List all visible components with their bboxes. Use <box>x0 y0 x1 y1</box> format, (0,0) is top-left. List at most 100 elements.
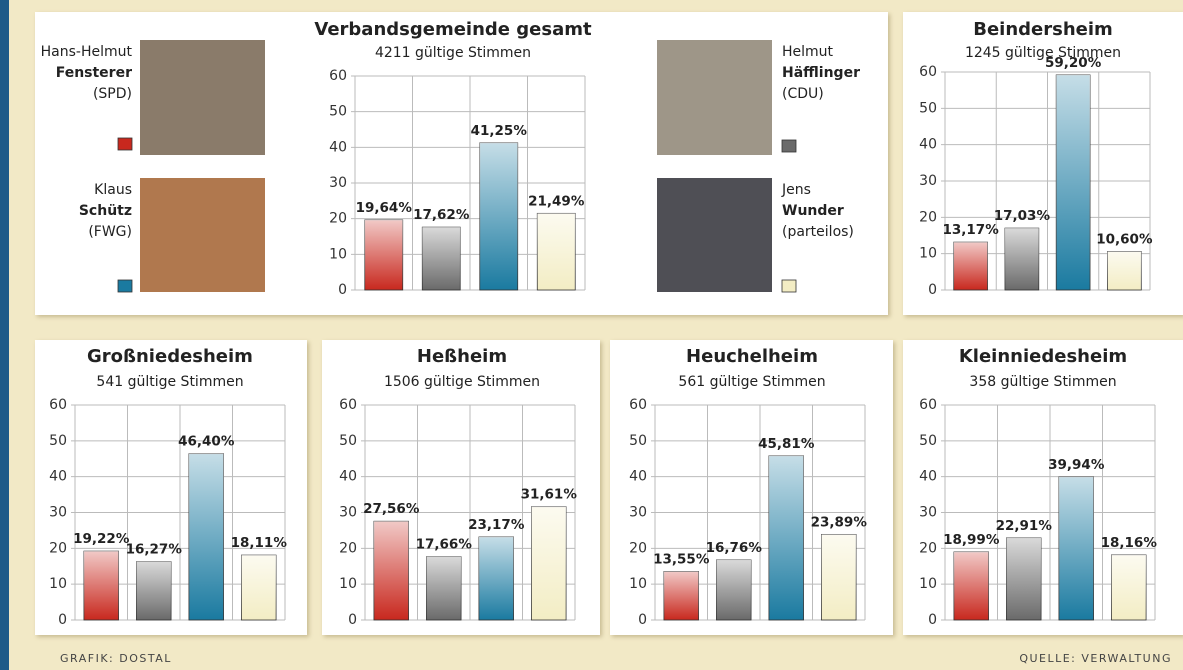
bar-shine <box>365 220 403 290</box>
value-label: 21,49% <box>528 193 585 209</box>
bar-shine <box>664 571 699 620</box>
chart-title: Verbandsgemeinde gesamt <box>314 19 592 40</box>
y-tick-label: 0 <box>638 612 647 628</box>
value-label: 59,20% <box>1045 55 1102 71</box>
value-label: 19,64% <box>356 200 413 216</box>
infographic: GRAFIK: DOSTAL QUELLE: VERWALTUNG Verban… <box>0 0 1183 670</box>
y-tick-label: 0 <box>928 282 937 298</box>
y-tick-label: 50 <box>919 433 937 449</box>
bar-shine <box>480 143 518 290</box>
chart-subtitle: 541 gültige Stimmen <box>96 374 243 390</box>
chart-subtitle: 4211 gültige Stimmen <box>375 45 531 61</box>
photo <box>140 40 265 155</box>
bar-shine <box>1006 538 1041 620</box>
y-tick-label: 10 <box>329 246 347 262</box>
chart-subtitle: 561 gültige Stimmen <box>678 374 825 390</box>
candidate-party: (CDU) <box>782 86 824 102</box>
y-tick-label: 60 <box>919 397 937 413</box>
chart-title: Heßheim <box>417 346 507 367</box>
y-tick-label: 30 <box>919 505 937 521</box>
value-label: 16,76% <box>706 540 763 556</box>
bar-shine <box>1059 477 1094 620</box>
bar-shine <box>821 534 856 620</box>
y-tick-label: 30 <box>339 505 357 521</box>
photo <box>657 40 772 155</box>
legend-swatch <box>782 280 796 292</box>
bar-shine <box>189 454 224 620</box>
value-label: 18,11% <box>231 535 288 551</box>
candidate-last-name: Häfflinger <box>782 65 860 81</box>
chart-title: Beindersheim <box>973 19 1113 40</box>
y-tick-label: 0 <box>338 282 347 298</box>
y-tick-label: 40 <box>919 137 937 153</box>
value-label: 17,66% <box>416 537 473 553</box>
y-tick-label: 30 <box>329 175 347 191</box>
chart-subtitle: 358 gültige Stimmen <box>969 374 1116 390</box>
y-tick-label: 50 <box>329 104 347 120</box>
y-tick-label: 50 <box>49 433 67 449</box>
y-tick-label: 50 <box>339 433 357 449</box>
y-tick-label: 20 <box>629 540 647 556</box>
side-stripe <box>0 0 9 670</box>
value-label: 16,27% <box>126 542 183 558</box>
y-tick-label: 10 <box>49 576 67 592</box>
value-label: 41,25% <box>471 123 528 139</box>
bar-shine <box>716 560 751 620</box>
candidate-first-name: Hans-Helmut <box>41 44 133 60</box>
bar-shine <box>954 552 989 620</box>
legend-swatch <box>118 138 132 150</box>
chart-title: Heuchelheim <box>686 346 818 367</box>
bar-shine <box>769 456 804 620</box>
bar-shine <box>479 537 514 620</box>
value-label: 46,40% <box>178 434 235 450</box>
value-label: 19,22% <box>73 531 130 547</box>
y-tick-label: 0 <box>58 612 67 628</box>
candidate-last-name: Schütz <box>79 203 132 219</box>
y-tick-label: 60 <box>629 397 647 413</box>
y-tick-label: 60 <box>329 68 347 84</box>
bar-shine <box>1107 251 1141 290</box>
bar-shine <box>426 557 461 620</box>
y-tick-label: 10 <box>919 576 937 592</box>
bar-shine <box>1056 75 1090 290</box>
y-tick-label: 10 <box>339 576 357 592</box>
bar-shine <box>136 562 171 620</box>
value-label: 31,61% <box>521 487 578 503</box>
candidate-first-name: Klaus <box>94 182 132 198</box>
credit: GRAFIK: DOSTAL <box>60 652 172 665</box>
chart-title: Großniedesheim <box>87 346 253 367</box>
y-tick-label: 20 <box>329 211 347 227</box>
value-label: 13,17% <box>943 222 1000 238</box>
value-label: 23,17% <box>468 517 525 533</box>
y-tick-label: 40 <box>329 139 347 155</box>
y-tick-label: 40 <box>49 469 67 485</box>
y-tick-label: 50 <box>919 100 937 116</box>
value-label: 17,62% <box>413 207 470 223</box>
y-tick-label: 50 <box>629 433 647 449</box>
y-tick-label: 30 <box>49 505 67 521</box>
value-label: 23,89% <box>811 514 868 530</box>
legend-swatch <box>782 140 796 152</box>
y-tick-label: 10 <box>919 246 937 262</box>
value-label: 17,03% <box>994 208 1051 224</box>
chart-title: Kleinniedesheim <box>959 346 1127 367</box>
candidate-party: (SPD) <box>93 86 132 102</box>
y-tick-label: 60 <box>919 64 937 80</box>
y-tick-label: 40 <box>339 469 357 485</box>
bar-shine <box>1111 555 1146 620</box>
bar-shine <box>241 555 276 620</box>
bar-shine <box>537 213 575 290</box>
y-tick-label: 0 <box>348 612 357 628</box>
candidate-party: (FWG) <box>88 224 132 240</box>
value-label: 18,99% <box>943 532 1000 548</box>
credit: QUELLE: VERWALTUNG <box>1019 652 1172 665</box>
value-label: 27,56% <box>363 501 420 517</box>
y-tick-label: 20 <box>339 540 357 556</box>
bar-shine <box>531 507 566 620</box>
y-tick-label: 60 <box>339 397 357 413</box>
bar-shine <box>422 227 460 290</box>
chart-subtitle: 1506 gültige Stimmen <box>384 374 540 390</box>
value-label: 39,94% <box>1048 457 1105 473</box>
candidate-first-name: Helmut <box>782 44 834 60</box>
value-label: 10,60% <box>1096 231 1153 247</box>
